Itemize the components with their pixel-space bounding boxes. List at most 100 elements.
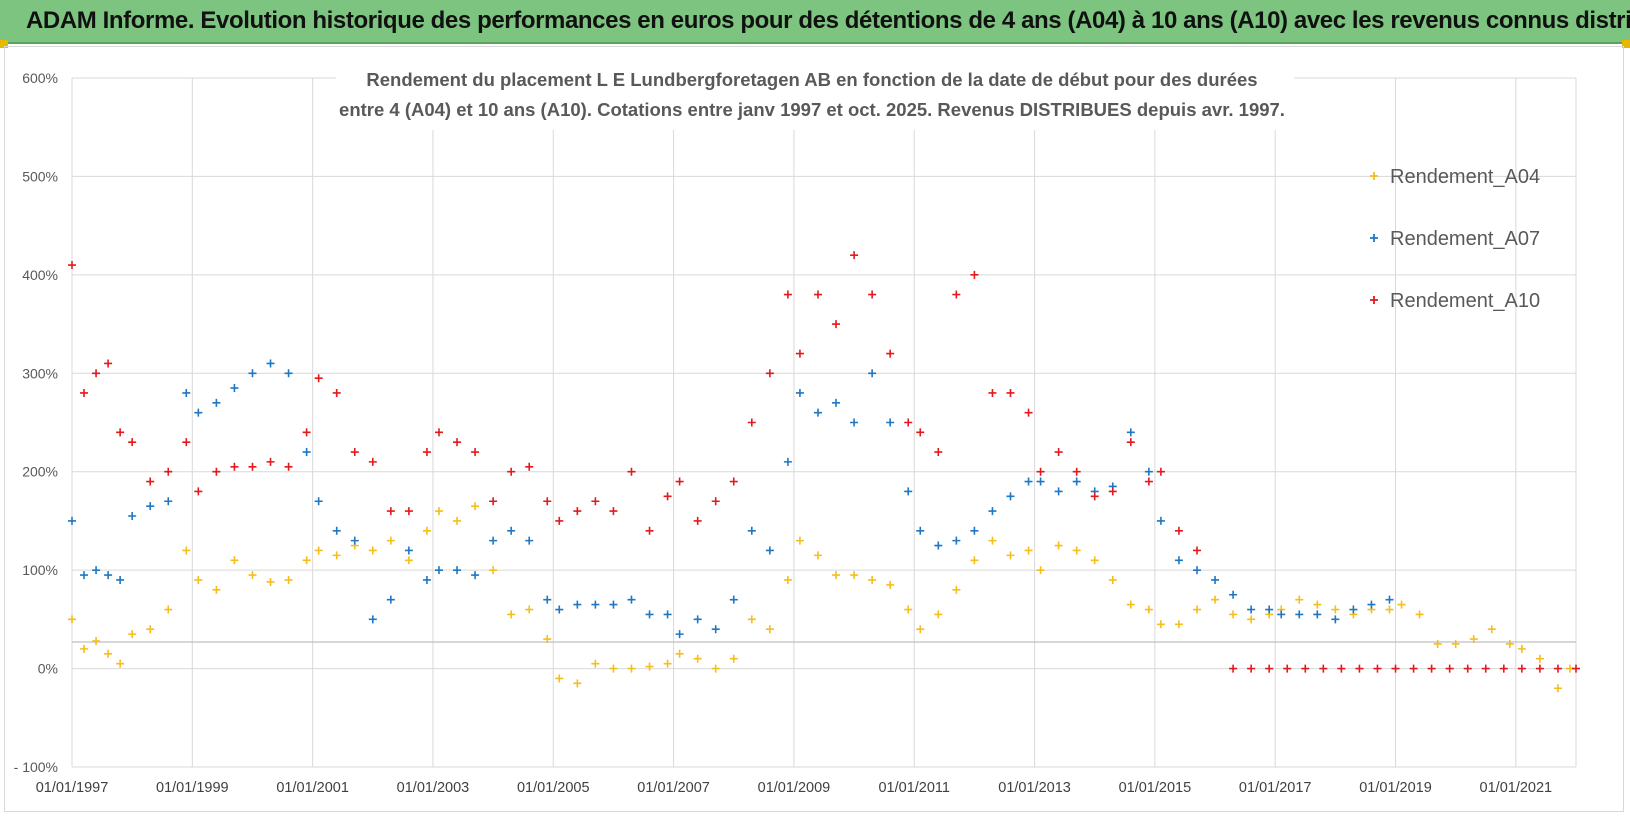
point-a10 [1054,448,1063,457]
point-a10 [1337,664,1346,673]
point-a07 [1006,492,1015,501]
point-a10 [711,497,720,506]
point-a07 [302,448,311,457]
point-a07 [675,630,684,639]
series-a07-1 [68,359,1394,639]
point-a07 [248,369,257,378]
point-a07 [332,526,341,535]
y-tick-label: 300% [22,365,58,381]
point-a07 [904,487,913,496]
point-a10 [422,448,431,457]
point-a04 [886,580,895,589]
point-a04 [609,664,618,673]
x-tick-label: 01/01/2001 [276,780,349,796]
point-a04 [248,571,257,580]
point-a10 [693,516,702,525]
point-a07 [230,384,239,393]
point-a04 [1006,551,1015,560]
point-a07 [1036,477,1045,486]
point-a10 [1572,664,1580,673]
point-a04 [729,654,738,663]
point-a04 [765,625,774,634]
point-a07 [663,610,672,619]
point-a10 [314,374,323,383]
point-a10 [80,388,89,397]
point-a07 [350,536,359,545]
point-a04 [453,516,462,525]
x-tick-label: 01/01/2007 [637,780,710,796]
point-a10 [832,320,841,329]
point-a04 [1451,639,1460,648]
point-a10 [350,448,359,457]
point-a07 [832,398,841,407]
point-a04 [368,546,377,555]
point-a04 [747,615,756,624]
gridlines [71,77,1577,768]
point-a10 [1174,526,1183,535]
x-tick-label: 01/01/2015 [1119,780,1192,796]
point-a04 [970,556,979,565]
point-a10 [1463,664,1472,673]
x-tick-label: 01/01/2003 [397,780,470,796]
point-a07 [1295,610,1304,619]
point-a10 [970,270,979,279]
banner-title: ADAM Informe. Evolution historique des p… [26,7,1630,34]
point-a07 [68,516,76,525]
point-a10 [1036,467,1045,476]
point-a07 [1072,477,1081,486]
point-a10 [1427,664,1436,673]
point-a07 [116,575,125,584]
point-a10 [1355,664,1364,673]
point-a10 [952,290,961,299]
point-a10 [507,467,516,476]
point-a10 [1373,664,1382,673]
point-a10 [1144,477,1153,486]
y-tick-label: 0% [38,661,58,677]
point-a10 [1090,492,1099,501]
point-a04 [1036,566,1045,575]
point-a10 [1126,438,1135,447]
point-a04 [386,536,395,545]
point-a04 [1397,600,1406,609]
point-a04 [489,566,498,575]
point-a07 [525,536,534,545]
point-a07 [886,418,895,427]
point-a07 [92,566,101,575]
point-a04 [68,615,76,624]
point-a07 [1192,566,1201,575]
point-a04 [1487,625,1496,634]
point-a04 [1108,575,1117,584]
point-a07 [1331,615,1340,624]
point-a04 [1295,595,1304,604]
y-tick-label: 100% [22,562,58,578]
point-a10 [747,418,756,427]
point-a10 [182,438,191,447]
point-a07 [1247,605,1256,614]
point-a10 [591,497,600,506]
point-a10 [783,290,792,299]
point-a10 [988,388,997,397]
point-a07 [1385,595,1394,604]
series-a10-3 [1229,664,1580,673]
point-a07 [128,512,137,521]
point-a07 [1349,605,1358,614]
point-a04 [1505,639,1514,648]
point-a10 [266,457,275,466]
point-a10 [1319,664,1328,673]
point-a04 [1024,546,1033,555]
point-a04 [116,659,125,668]
point-a10 [1265,664,1274,673]
point-a07 [507,526,516,535]
point-a07 [1126,428,1135,437]
point-a10 [230,462,239,471]
point-a10 [1517,664,1526,673]
point-a07 [645,610,654,619]
point-a07 [104,571,113,580]
point-a04 [1054,541,1063,550]
point-a10 [284,462,293,471]
y-tick-label: 500% [22,168,58,184]
point-a10 [1301,664,1310,673]
point-a04 [404,556,413,565]
chart-title-line1: Rendement du placement L E Lundbergforet… [366,69,1257,90]
